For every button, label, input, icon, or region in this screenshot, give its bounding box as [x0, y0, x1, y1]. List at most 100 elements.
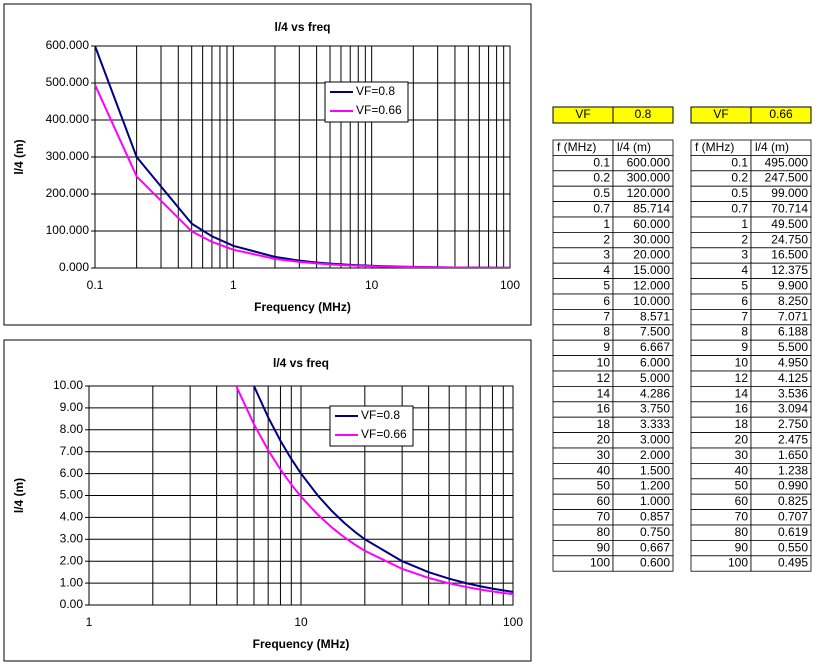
x-tick-label: 10: [294, 615, 308, 629]
cell-text: 0.5: [731, 186, 748, 200]
cell-text: 1: [603, 217, 610, 231]
legend-box: [324, 81, 409, 123]
cell-text: 1.650: [778, 448, 808, 462]
cell-text: 49.500: [771, 217, 808, 231]
cell-text: 90: [597, 540, 611, 554]
series-line: [95, 84, 510, 268]
cell-text: 3.750: [640, 402, 670, 416]
cell-text: 0.750: [640, 525, 670, 539]
legend-label: VF=0.66: [356, 103, 402, 117]
cell-text: 20: [597, 432, 611, 446]
cell-text: 60: [597, 494, 611, 508]
y-tick-label: 6.00: [60, 466, 84, 480]
chart-frame: [3, 339, 532, 662]
x-tick-label: 10: [365, 278, 379, 292]
cell-text: 16: [735, 402, 749, 416]
cell-text: 0.7: [731, 201, 748, 215]
y-tick-label: 7.00: [60, 444, 84, 458]
cell-text: 0.619: [778, 525, 808, 539]
legend-label: VF=0.66: [361, 427, 407, 441]
cell-text: 1.500: [640, 463, 670, 477]
cell-text: 1: [741, 217, 748, 231]
column-header: f (MHz): [557, 140, 596, 154]
cell-text: 8: [741, 325, 748, 339]
cell-text: 50: [735, 479, 749, 493]
y-tick-label: 200.000: [46, 186, 90, 200]
cell-text: 2: [603, 232, 610, 246]
cell-text: 9: [741, 340, 748, 354]
y-axis-label: l/4 (m): [12, 139, 26, 174]
y-tick-label: 300.000: [46, 149, 90, 163]
cell-text: 9: [603, 340, 610, 354]
cell-text: 1.200: [640, 479, 670, 493]
cell-text: 1.000: [640, 494, 670, 508]
cell: [612, 555, 674, 572]
cell-text: 0.550: [778, 540, 808, 554]
y-tick-label: 8.00: [60, 422, 84, 436]
cell-text: 4.286: [640, 386, 670, 400]
cell-text: 85.714: [633, 201, 670, 215]
cell-text: 100: [728, 556, 748, 570]
chart-title: l/4 vs freq: [274, 20, 330, 34]
cell-text: 16.500: [771, 248, 808, 262]
cell-text: 3.536: [778, 386, 808, 400]
cell-text: 4: [603, 263, 610, 277]
cell-text: 4.125: [778, 371, 808, 385]
x-axis-label: Frequency (MHz): [254, 300, 351, 314]
cell-text: 70: [597, 509, 611, 523]
cell-text: 24.750: [771, 232, 808, 246]
x-tick-label: 1: [230, 278, 237, 292]
cell-text: 70: [735, 509, 749, 523]
cell-text: 4: [741, 263, 748, 277]
cell: [750, 555, 812, 572]
cell-text: 0.667: [640, 540, 670, 554]
cell-text: 20: [735, 432, 749, 446]
series-group: [95, 46, 510, 268]
series-line: [235, 386, 513, 596]
cell-text: 100: [590, 556, 610, 570]
plot-area: [88, 385, 514, 606]
cell-text: 5.500: [778, 340, 808, 354]
cell-text: 7: [603, 309, 610, 323]
x-tick-label: 100: [503, 615, 523, 629]
cell-text: 30.000: [633, 232, 670, 246]
cell-text: 3.094: [778, 402, 808, 416]
cell-text: 30: [597, 448, 611, 462]
cell-text: 18: [597, 417, 611, 431]
cell-text: 6.188: [778, 325, 808, 339]
x-axis-label: Frequency (MHz): [253, 637, 350, 651]
column-header: l/4 (m): [617, 140, 651, 154]
legend-label: VF=0.8: [356, 84, 395, 98]
y-tick-label: 5.00: [60, 488, 84, 502]
cell-text: 6.667: [640, 340, 670, 354]
y-tick-label: 0.00: [60, 597, 84, 611]
cell-text: 0.2: [593, 171, 610, 185]
cell-text: 12: [597, 371, 611, 385]
cell-text: 0.1: [731, 155, 748, 169]
cell-text: 5.000: [640, 371, 670, 385]
cell-text: 3: [603, 248, 610, 262]
cell-text: 3.000: [640, 432, 670, 446]
cell-text: 9.900: [778, 278, 808, 292]
cell-text: 3: [741, 248, 748, 262]
header-text: VF: [713, 107, 728, 121]
cell-text: 5: [741, 278, 748, 292]
cell-text: 0.495: [778, 556, 808, 570]
cell-text: 247.500: [765, 171, 809, 185]
x-tick-label: 1: [86, 615, 93, 629]
series-line: [252, 386, 513, 593]
cell-text: 10.000: [633, 294, 670, 308]
header-text: 0.8: [635, 107, 652, 121]
cell-text: 12: [735, 371, 749, 385]
x-tick-label: 0.1: [87, 278, 104, 292]
cell-text: 0.1: [593, 155, 610, 169]
y-tick-label: 100.000: [46, 223, 90, 237]
cell-text: 2.475: [778, 432, 808, 446]
cell-text: 2.750: [778, 417, 808, 431]
cell-text: 6.000: [640, 355, 670, 369]
cell-text: 30: [735, 448, 749, 462]
cell-text: 0.2: [731, 171, 748, 185]
y-tick-label: 400.000: [46, 112, 90, 126]
cell-text: 0.825: [778, 494, 808, 508]
cell-text: 4.950: [778, 355, 808, 369]
